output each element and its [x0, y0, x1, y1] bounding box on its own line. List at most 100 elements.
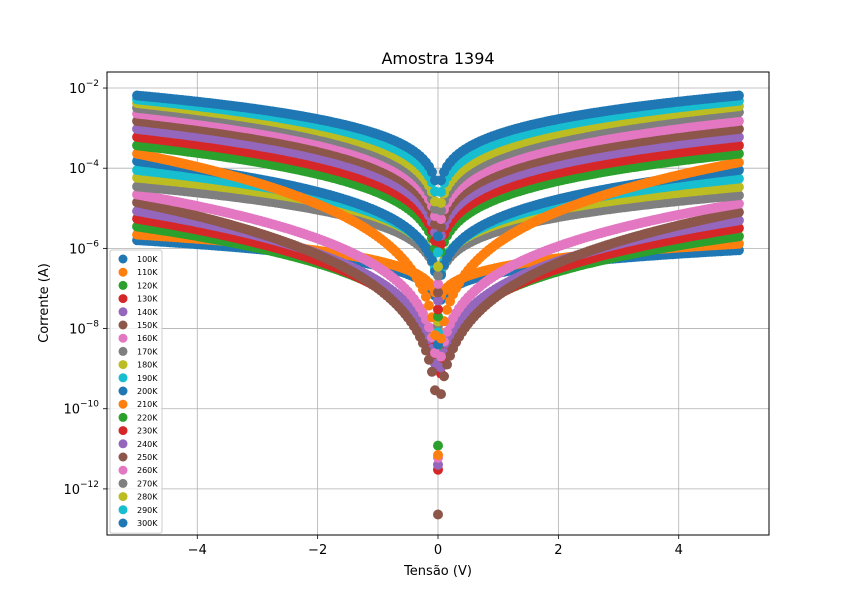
- legend-entry: 160K: [137, 334, 158, 343]
- data-point: [733, 231, 744, 242]
- legend-entry: 150K: [137, 321, 158, 330]
- legend-marker: [118, 426, 128, 436]
- data-point: [733, 181, 744, 192]
- series-160K: [132, 189, 744, 463]
- legend-entry: 100K: [137, 255, 158, 264]
- data-point: [433, 247, 443, 258]
- data-point: [436, 389, 447, 400]
- data-point: [733, 140, 744, 151]
- data-point: [433, 278, 443, 289]
- data-point: [426, 166, 437, 177]
- chart-title: Amostra 1394: [381, 49, 494, 68]
- data-point: [436, 175, 447, 186]
- data-point: [733, 116, 744, 127]
- y-axis-label: Corrente (A): [37, 263, 52, 343]
- y-tick-label: 10−8: [69, 320, 99, 338]
- legend-marker: [118, 267, 128, 277]
- legend-entry: 290K: [137, 506, 158, 515]
- data-point: [433, 509, 443, 520]
- legend-entry: 140K: [137, 308, 158, 317]
- data-point: [733, 148, 744, 159]
- legend-entry: 180K: [137, 361, 158, 370]
- plot-area: [132, 90, 744, 520]
- legend-marker: [118, 320, 128, 330]
- legend-entry: 300K: [137, 519, 158, 528]
- y-tick-label: 10−4: [69, 159, 99, 177]
- y-tick-label: 10−6: [69, 239, 99, 257]
- legend-marker: [118, 452, 128, 462]
- data-point: [433, 459, 443, 470]
- legend-marker: [118, 439, 128, 449]
- legend-entry: 230K: [137, 427, 158, 436]
- data-point: [426, 366, 437, 377]
- data-point: [420, 291, 431, 302]
- data-point: [436, 186, 447, 197]
- legend-entry: 170K: [137, 347, 158, 356]
- legend-entry: 200K: [137, 387, 158, 396]
- data-point: [423, 300, 434, 311]
- series-300K: [132, 90, 744, 242]
- data-point: [420, 345, 431, 356]
- x-tick-label: 2: [554, 543, 562, 558]
- data-point: [433, 311, 443, 322]
- x-axis-label: Tensão (V): [403, 564, 472, 579]
- legend-entry: 110K: [137, 268, 158, 277]
- x-tick-label: −2: [308, 543, 327, 558]
- legend-marker: [118, 478, 128, 488]
- legend-marker: [118, 492, 128, 502]
- data-point: [733, 198, 744, 209]
- legend-marker: [118, 333, 128, 343]
- data-point: [733, 90, 744, 101]
- y-tick-label: 10−12: [63, 480, 99, 498]
- legend-marker: [118, 360, 128, 370]
- data-point: [436, 205, 447, 216]
- legend-entry: 190K: [137, 374, 158, 383]
- legend-marker: [118, 386, 128, 396]
- legend-entry: 250K: [137, 453, 158, 462]
- data-point: [433, 270, 443, 281]
- data-point: [436, 351, 447, 362]
- legend-marker: [118, 307, 128, 317]
- legend-entry: 120K: [137, 281, 158, 290]
- data-point: [436, 333, 447, 344]
- data-point: [417, 338, 428, 349]
- legend-marker: [118, 254, 128, 264]
- data-point: [733, 190, 744, 201]
- data-point: [733, 207, 744, 218]
- y-axis: 10−2 10−4 10−6 10−8 10−10 10−12: [63, 79, 107, 498]
- y-tick-label: 10−10: [63, 400, 99, 418]
- data-point: [433, 295, 443, 306]
- legend-marker: [118, 280, 128, 290]
- legend-marker: [118, 399, 128, 409]
- series-230K: [132, 132, 744, 315]
- data-point: [733, 173, 744, 184]
- legend-entry: 220K: [137, 413, 158, 422]
- data-point: [433, 440, 443, 451]
- data-point: [433, 231, 443, 242]
- legend-marker: [118, 505, 128, 515]
- legend-marker: [118, 294, 128, 304]
- data-point: [436, 197, 447, 208]
- data-point: [733, 157, 744, 168]
- legend-entry: 280K: [137, 493, 158, 502]
- data-point: [733, 215, 744, 226]
- x-tick-label: 0: [434, 543, 442, 558]
- legend-entry: 210K: [137, 400, 158, 409]
- data-point: [733, 124, 744, 135]
- x-axis: −4 −2 0 2 4: [188, 535, 683, 558]
- data-point: [439, 371, 450, 382]
- data-point: [433, 261, 443, 272]
- data-point: [433, 304, 443, 315]
- data-point: [436, 214, 447, 225]
- data-point: [436, 239, 447, 250]
- data-point: [423, 354, 434, 365]
- legend-marker: [118, 346, 128, 356]
- data-point: [423, 322, 434, 333]
- legend-marker: [118, 373, 128, 383]
- data-point: [442, 359, 453, 370]
- legend-entry: 270K: [137, 479, 158, 488]
- data-point: [433, 287, 443, 298]
- legend-marker: [118, 518, 128, 528]
- series-150K: [132, 197, 744, 520]
